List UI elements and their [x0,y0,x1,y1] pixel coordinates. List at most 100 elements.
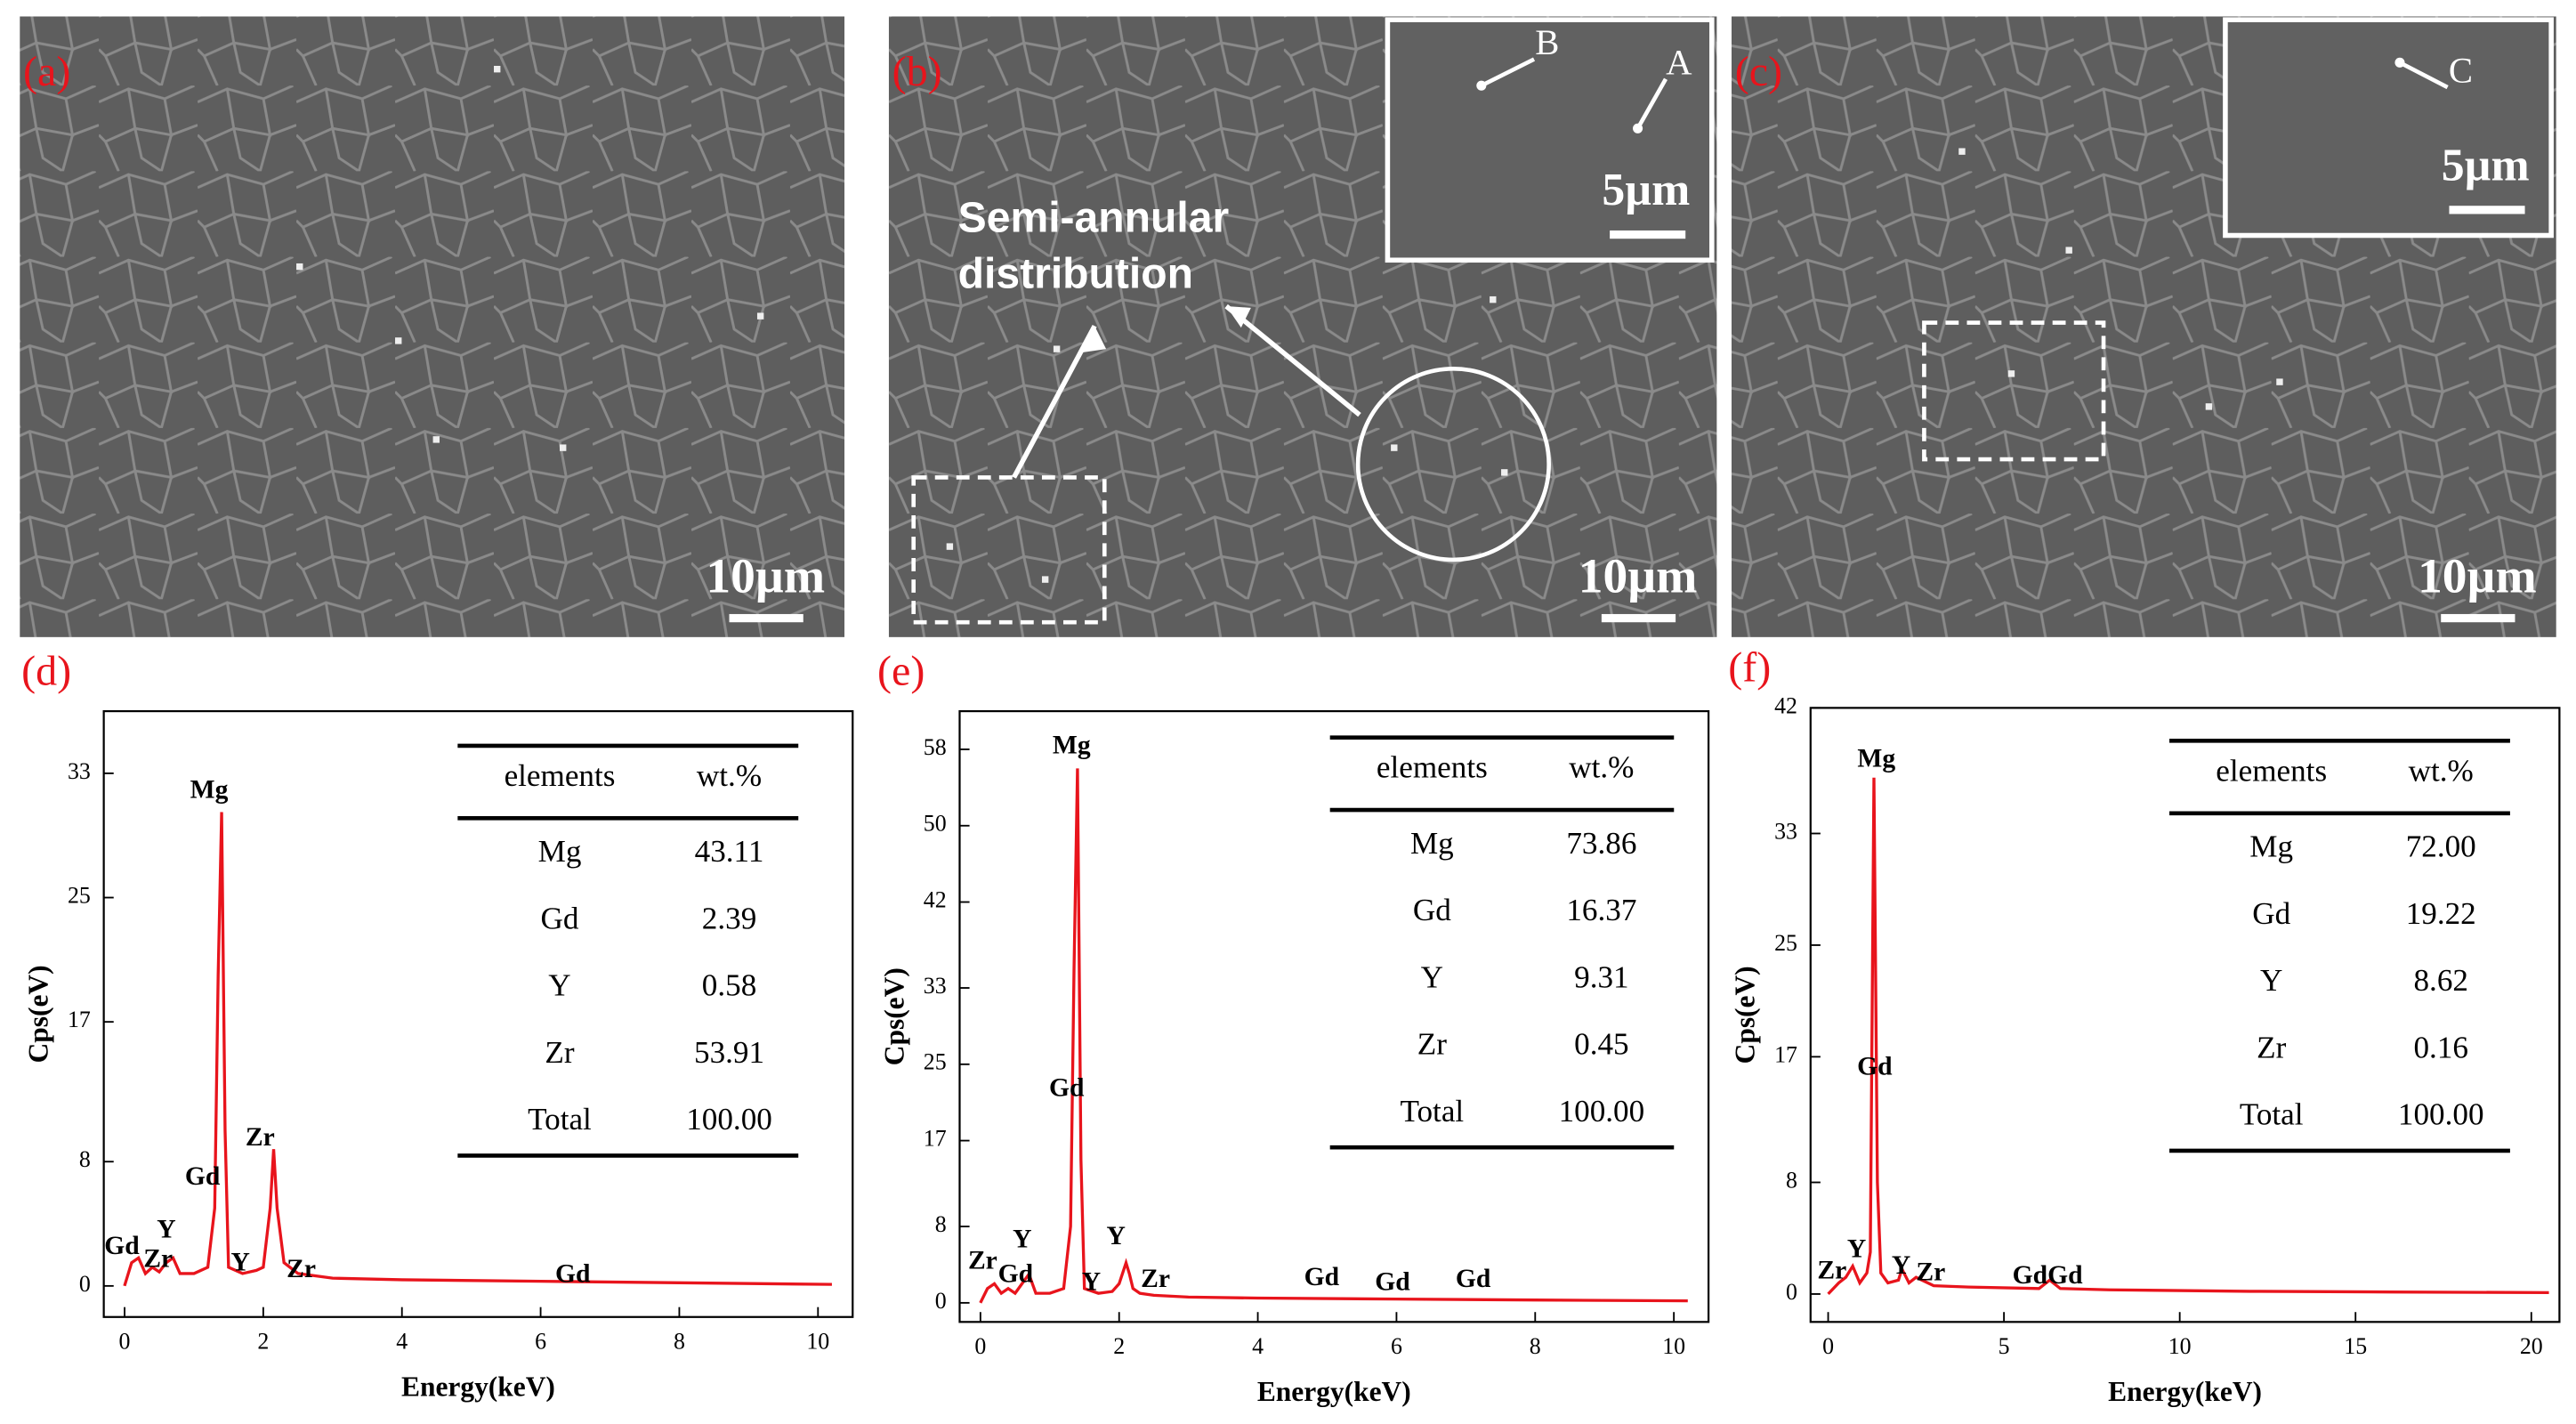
peak-label: Y [230,1248,249,1276]
particle [1501,469,1508,476]
marker-arrow [1480,57,1536,88]
table-cell: Mg [1410,826,1454,861]
y-axis-title: Cps(eV) [23,965,54,1063]
inset-scale-label: 5µm [2442,140,2530,190]
peak-label: Gd [555,1259,591,1288]
y-tick-label: 17 [924,1126,947,1152]
panel-label: (c) [1735,48,1782,95]
table-cell: Mg [538,834,582,869]
inset-scale-bar [1610,230,1686,239]
x-tick-label: 0 [1822,1333,1834,1359]
y-tick-label: 42 [924,886,947,912]
table-cell: Gd [1413,893,1451,927]
particle [494,65,501,73]
table-cell: Y [548,968,570,1003]
y-tick-label: 25 [1774,930,1797,956]
peak-label: Gd [1375,1268,1410,1297]
panel-label: (a) [23,48,70,95]
table-cell: 100.00 [686,1102,772,1137]
particle [1958,148,1966,155]
y-tick-label: 33 [924,973,947,999]
particle [296,263,303,271]
peak-label: Y [1107,1222,1126,1250]
y-tick-label: 33 [68,758,91,784]
x-tick-label: 8 [1530,1333,1541,1359]
table-cell: Total [1401,1094,1465,1129]
arrow-head [1083,326,1107,352]
y-tick-label: 0 [935,1288,947,1314]
peak-label: Mg [1053,732,1091,760]
peak-label: Gd [1049,1073,1085,1102]
peak-label: Y [1082,1268,1101,1297]
x-tick-label: 20 [2520,1333,2543,1359]
peak-label: Zr [1916,1258,1945,1286]
particle [1053,345,1061,352]
annotation: Semi-annular [958,194,1230,242]
peak-label: Gd [104,1232,140,1260]
y-tick-label: 25 [68,882,91,908]
spectrum-line [1827,777,2549,1296]
y-axis-title: Cps(eV) [1730,966,1761,1064]
particle [2394,57,2405,68]
particle [1490,295,1497,303]
peak-label: Gd [1456,1265,1491,1293]
panel-label: (f) [1728,644,1771,692]
table-cell: 53.91 [694,1035,764,1070]
table-cell: 0.16 [2413,1030,2467,1064]
table-cell: 2.39 [702,901,756,935]
x-axis-title: Energy(keV) [401,1371,555,1402]
peak-label: Gd [1857,1052,1893,1080]
table-cell: 8.62 [2413,963,2467,998]
x-tick-label: 5 [1999,1333,2010,1359]
scale-label: 10µm [1579,550,1698,604]
table-cell: 43.11 [695,834,764,869]
y-tick-label: 50 [924,811,947,837]
inset-scale-label: 5µm [1602,165,1690,215]
y-tick-label: 8 [1786,1167,1797,1193]
table-header: wt.% [1569,750,1634,785]
x-tick-label: 6 [1391,1333,1402,1359]
y-axis-title: Cps(eV) [878,967,909,1065]
x-tick-label: 4 [396,1328,408,1354]
marker-label: B [1535,22,1559,62]
peak-label: Zr [1817,1257,1846,1285]
table-cell: 100.00 [2398,1097,2484,1132]
particle [432,436,440,443]
table-cell: 9.31 [1574,959,1628,994]
inset [1385,17,1715,263]
spectrum-line [123,812,832,1287]
x-axis-title: Energy(keV) [2108,1376,2262,1407]
table-cell: 73.86 [1566,826,1636,861]
x-tick-label: 10 [2168,1333,2192,1359]
x-tick-label: 4 [1252,1333,1264,1359]
peak-label: GdGd [2013,1261,2083,1290]
peak-label: Zr [1141,1265,1170,1293]
table-cell: 0.58 [702,968,756,1003]
marker-label: A [1666,42,1692,82]
table-header: elements [505,758,616,793]
spectrum-line [979,768,1688,1304]
table-header: elements [1377,750,1488,785]
peak-label: Zr [968,1247,997,1275]
table-header: elements [2216,753,2327,788]
peak-label: Mg [190,776,229,805]
y-tick-label: 8 [935,1211,947,1237]
arrow-head [1226,306,1251,328]
particle [756,312,764,320]
x-tick-label: 0 [974,1333,986,1359]
table-cell: 72.00 [2406,829,2476,864]
region-box [1922,320,2106,462]
plot-frame [958,709,1710,1323]
marker-arrow [2398,61,2449,90]
particle [1041,576,1049,583]
inset-scale-bar [2449,206,2525,214]
particle [395,337,402,344]
panel-label: (d) [21,647,71,694]
table-header: wt.% [2409,753,2474,788]
y-tick-label: 8 [79,1146,91,1172]
scale-bar [1601,613,1676,623]
plot-frame [1809,707,2561,1323]
x-tick-label: 6 [535,1328,546,1354]
y-tick-label: 17 [1774,1041,1797,1067]
